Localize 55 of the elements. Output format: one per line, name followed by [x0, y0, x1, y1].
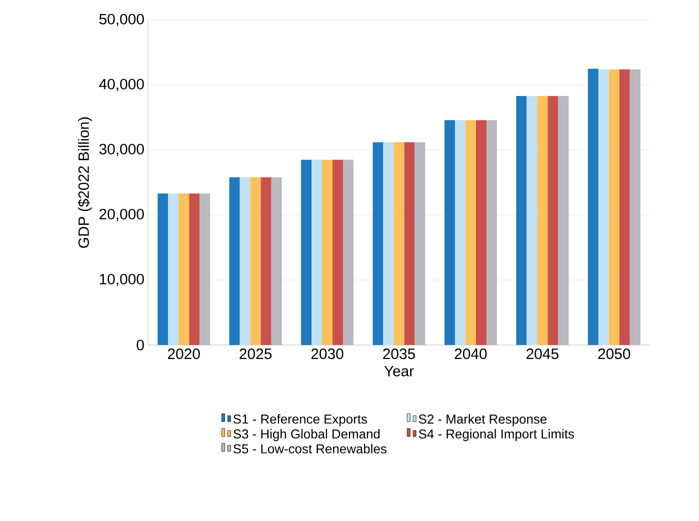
bar [271, 177, 282, 345]
bar [414, 142, 426, 345]
legend-label: S3 - High Global Demand [233, 429, 380, 442]
bar [260, 177, 272, 345]
x-tick-label: 2025 [240, 348, 272, 360]
y-tick-label: 40,000 [99, 78, 144, 92]
bar [343, 160, 354, 345]
legend-label: S4 - Regional Import Limits [418, 429, 574, 442]
y-tick-label: 20,000 [100, 208, 144, 222]
bar [240, 177, 250, 345]
bar [465, 120, 476, 345]
bar [158, 194, 168, 345]
bar [548, 96, 558, 345]
x-axis-title: Year [384, 366, 414, 376]
bar [178, 194, 190, 345]
bar [394, 142, 404, 345]
bar [229, 177, 240, 345]
bar [526, 96, 538, 345]
bar [372, 142, 384, 345]
y-tick-label: 0 [136, 340, 144, 350]
bar [598, 69, 609, 345]
x-tick-label: 2020 [168, 348, 200, 360]
bar [189, 194, 200, 345]
bar [516, 96, 527, 345]
bar [322, 160, 333, 345]
legend-label: S5 - Low-cost Renewables [233, 444, 386, 454]
bar [454, 120, 466, 345]
bar [383, 142, 394, 345]
y-axis-title: GDP ($2022 Billion) [78, 117, 92, 248]
bar [168, 194, 179, 345]
bar [476, 120, 486, 345]
x-tick-label: 2030 [311, 348, 344, 360]
bar [312, 160, 322, 345]
legend-label: S2 - Market Response [418, 414, 547, 426]
y-tick-label: 30,000 [99, 144, 144, 156]
bar [619, 69, 630, 345]
bar [630, 69, 640, 345]
x-tick-label: 2040 [454, 348, 487, 360]
y-tick-label: 10,000 [100, 274, 144, 286]
bar [486, 120, 497, 345]
bar [250, 177, 261, 345]
bar [404, 142, 415, 345]
bar [301, 160, 312, 345]
bar [332, 160, 344, 345]
y-tick-label: 50,000 [99, 14, 144, 26]
x-tick-label: 2035 [383, 348, 415, 360]
bar [444, 120, 455, 345]
bar [588, 68, 598, 345]
x-tick-label: 2050 [598, 348, 630, 360]
bar [200, 194, 210, 345]
x-tick-label: 2045 [526, 348, 558, 360]
bar [558, 96, 569, 345]
bar [608, 69, 620, 345]
legend-label: S1 - Reference Exports [233, 414, 368, 426]
bar [537, 96, 548, 345]
